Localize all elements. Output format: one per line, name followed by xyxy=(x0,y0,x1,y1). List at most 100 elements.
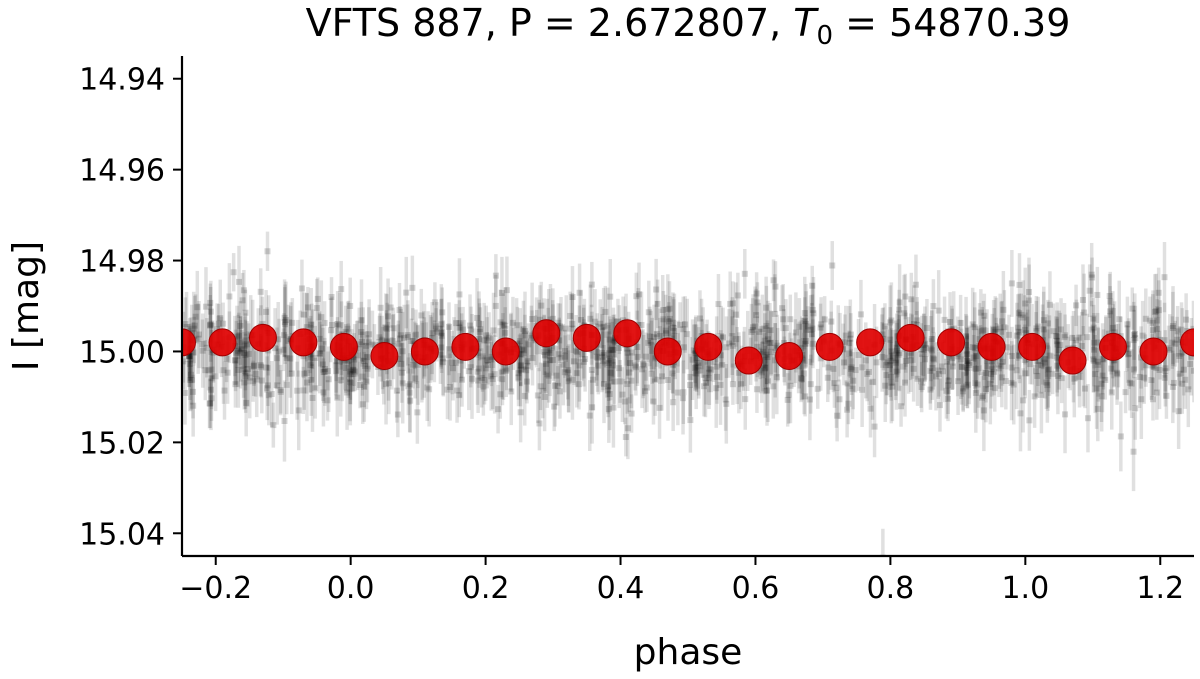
raw-measurement xyxy=(282,281,289,359)
raw-measurement xyxy=(715,274,722,335)
raw-measurement xyxy=(834,389,841,442)
raw-measurement xyxy=(918,354,925,408)
raw-measurement xyxy=(601,345,608,424)
raw-measurement xyxy=(481,302,488,378)
raw-measurement xyxy=(244,321,251,368)
raw-measurement xyxy=(833,347,840,428)
raw-measurement xyxy=(285,304,292,377)
raw-measurement xyxy=(562,329,569,373)
raw-measurement xyxy=(720,307,727,368)
raw-measurement xyxy=(1150,377,1157,421)
raw-measurement xyxy=(605,375,612,443)
raw-measurement xyxy=(803,315,810,367)
raw-measurement xyxy=(726,309,733,378)
raw-measurement xyxy=(1169,291,1176,365)
raw-measurement xyxy=(1008,249,1015,317)
raw-measurement xyxy=(888,282,895,359)
raw-measurement xyxy=(1031,364,1038,428)
raw-measurement xyxy=(1138,359,1145,440)
raw-measurement xyxy=(1088,242,1095,307)
raw-measurement xyxy=(300,366,307,415)
raw-measurement xyxy=(399,311,406,391)
raw-measurement xyxy=(969,287,976,361)
raw-measurement xyxy=(188,355,195,405)
raw-measurement xyxy=(763,325,770,385)
raw-measurement xyxy=(887,285,894,360)
binned-mean-point xyxy=(491,337,520,366)
raw-measurement xyxy=(1131,309,1138,360)
raw-measurement xyxy=(404,300,411,374)
raw-measurement xyxy=(321,301,328,345)
raw-measurement xyxy=(814,368,821,409)
raw-measurement xyxy=(403,256,410,329)
raw-measurement xyxy=(604,287,611,364)
raw-measurement xyxy=(1053,310,1060,372)
raw-measurement xyxy=(1146,296,1153,345)
raw-measurement xyxy=(233,320,240,385)
raw-measurement xyxy=(945,360,952,401)
raw-measurement xyxy=(275,301,282,377)
raw-measurement xyxy=(1081,273,1088,352)
raw-measurement xyxy=(480,357,487,416)
raw-measurement xyxy=(485,345,492,385)
binned-mean-point xyxy=(775,342,804,370)
raw-measurement xyxy=(524,338,531,394)
raw-measurement xyxy=(588,261,595,308)
raw-measurement xyxy=(809,282,816,338)
binned-mean-point xyxy=(410,337,439,366)
binned-mean-point xyxy=(937,328,966,357)
raw-measurement xyxy=(190,365,197,419)
raw-measurement xyxy=(1095,328,1102,402)
raw-measurement xyxy=(489,349,496,410)
raw-measurement xyxy=(624,397,631,460)
raw-measurement xyxy=(252,351,259,397)
raw-measurement xyxy=(687,353,694,417)
raw-measurement xyxy=(1155,267,1162,318)
raw-measurement xyxy=(199,319,206,369)
raw-measurement xyxy=(347,277,354,335)
raw-measurement xyxy=(508,357,515,426)
raw-measurement xyxy=(1045,344,1052,408)
y-axis-label: I [mag] xyxy=(6,241,47,371)
raw-measurement xyxy=(723,364,730,444)
raw-measurement xyxy=(632,340,639,391)
raw-measurement xyxy=(524,359,531,404)
raw-measurement xyxy=(544,340,551,408)
raw-measurement xyxy=(242,333,249,413)
raw-measurement xyxy=(787,294,794,344)
raw-measurement xyxy=(235,332,242,408)
raw-measurement xyxy=(1161,356,1168,399)
raw-measurement xyxy=(648,343,655,404)
raw-measurement xyxy=(998,347,1005,408)
raw-measurement xyxy=(799,338,806,383)
raw-measurement xyxy=(396,282,403,338)
raw-measurement xyxy=(242,289,249,336)
raw-measurement xyxy=(806,358,813,441)
raw-measurement xyxy=(981,293,988,338)
raw-measurement xyxy=(1176,326,1183,386)
raw-measurement xyxy=(570,337,577,385)
raw-measurement xyxy=(636,262,643,327)
raw-measurement xyxy=(1130,412,1137,492)
raw-measurement xyxy=(186,348,193,412)
raw-measurement xyxy=(621,378,628,425)
raw-measurement xyxy=(648,320,655,370)
raw-measurement xyxy=(1046,315,1053,396)
raw-measurement xyxy=(759,341,766,392)
raw-measurement xyxy=(1129,287,1136,330)
raw-measurement xyxy=(767,310,774,350)
raw-measurement xyxy=(921,306,928,382)
raw-measurement xyxy=(303,343,310,422)
raw-measurement xyxy=(742,368,749,430)
raw-measurement xyxy=(1117,401,1124,472)
raw-measurement xyxy=(203,318,210,378)
raw-measurement xyxy=(666,281,673,337)
raw-measurement xyxy=(1092,334,1099,414)
raw-measurement xyxy=(1056,310,1063,390)
raw-measurement xyxy=(412,358,419,399)
raw-measurement xyxy=(914,351,921,406)
raw-measurement xyxy=(632,338,639,396)
raw-measurement xyxy=(539,363,546,419)
raw-measurement xyxy=(307,315,314,393)
raw-measurement xyxy=(1098,361,1105,432)
